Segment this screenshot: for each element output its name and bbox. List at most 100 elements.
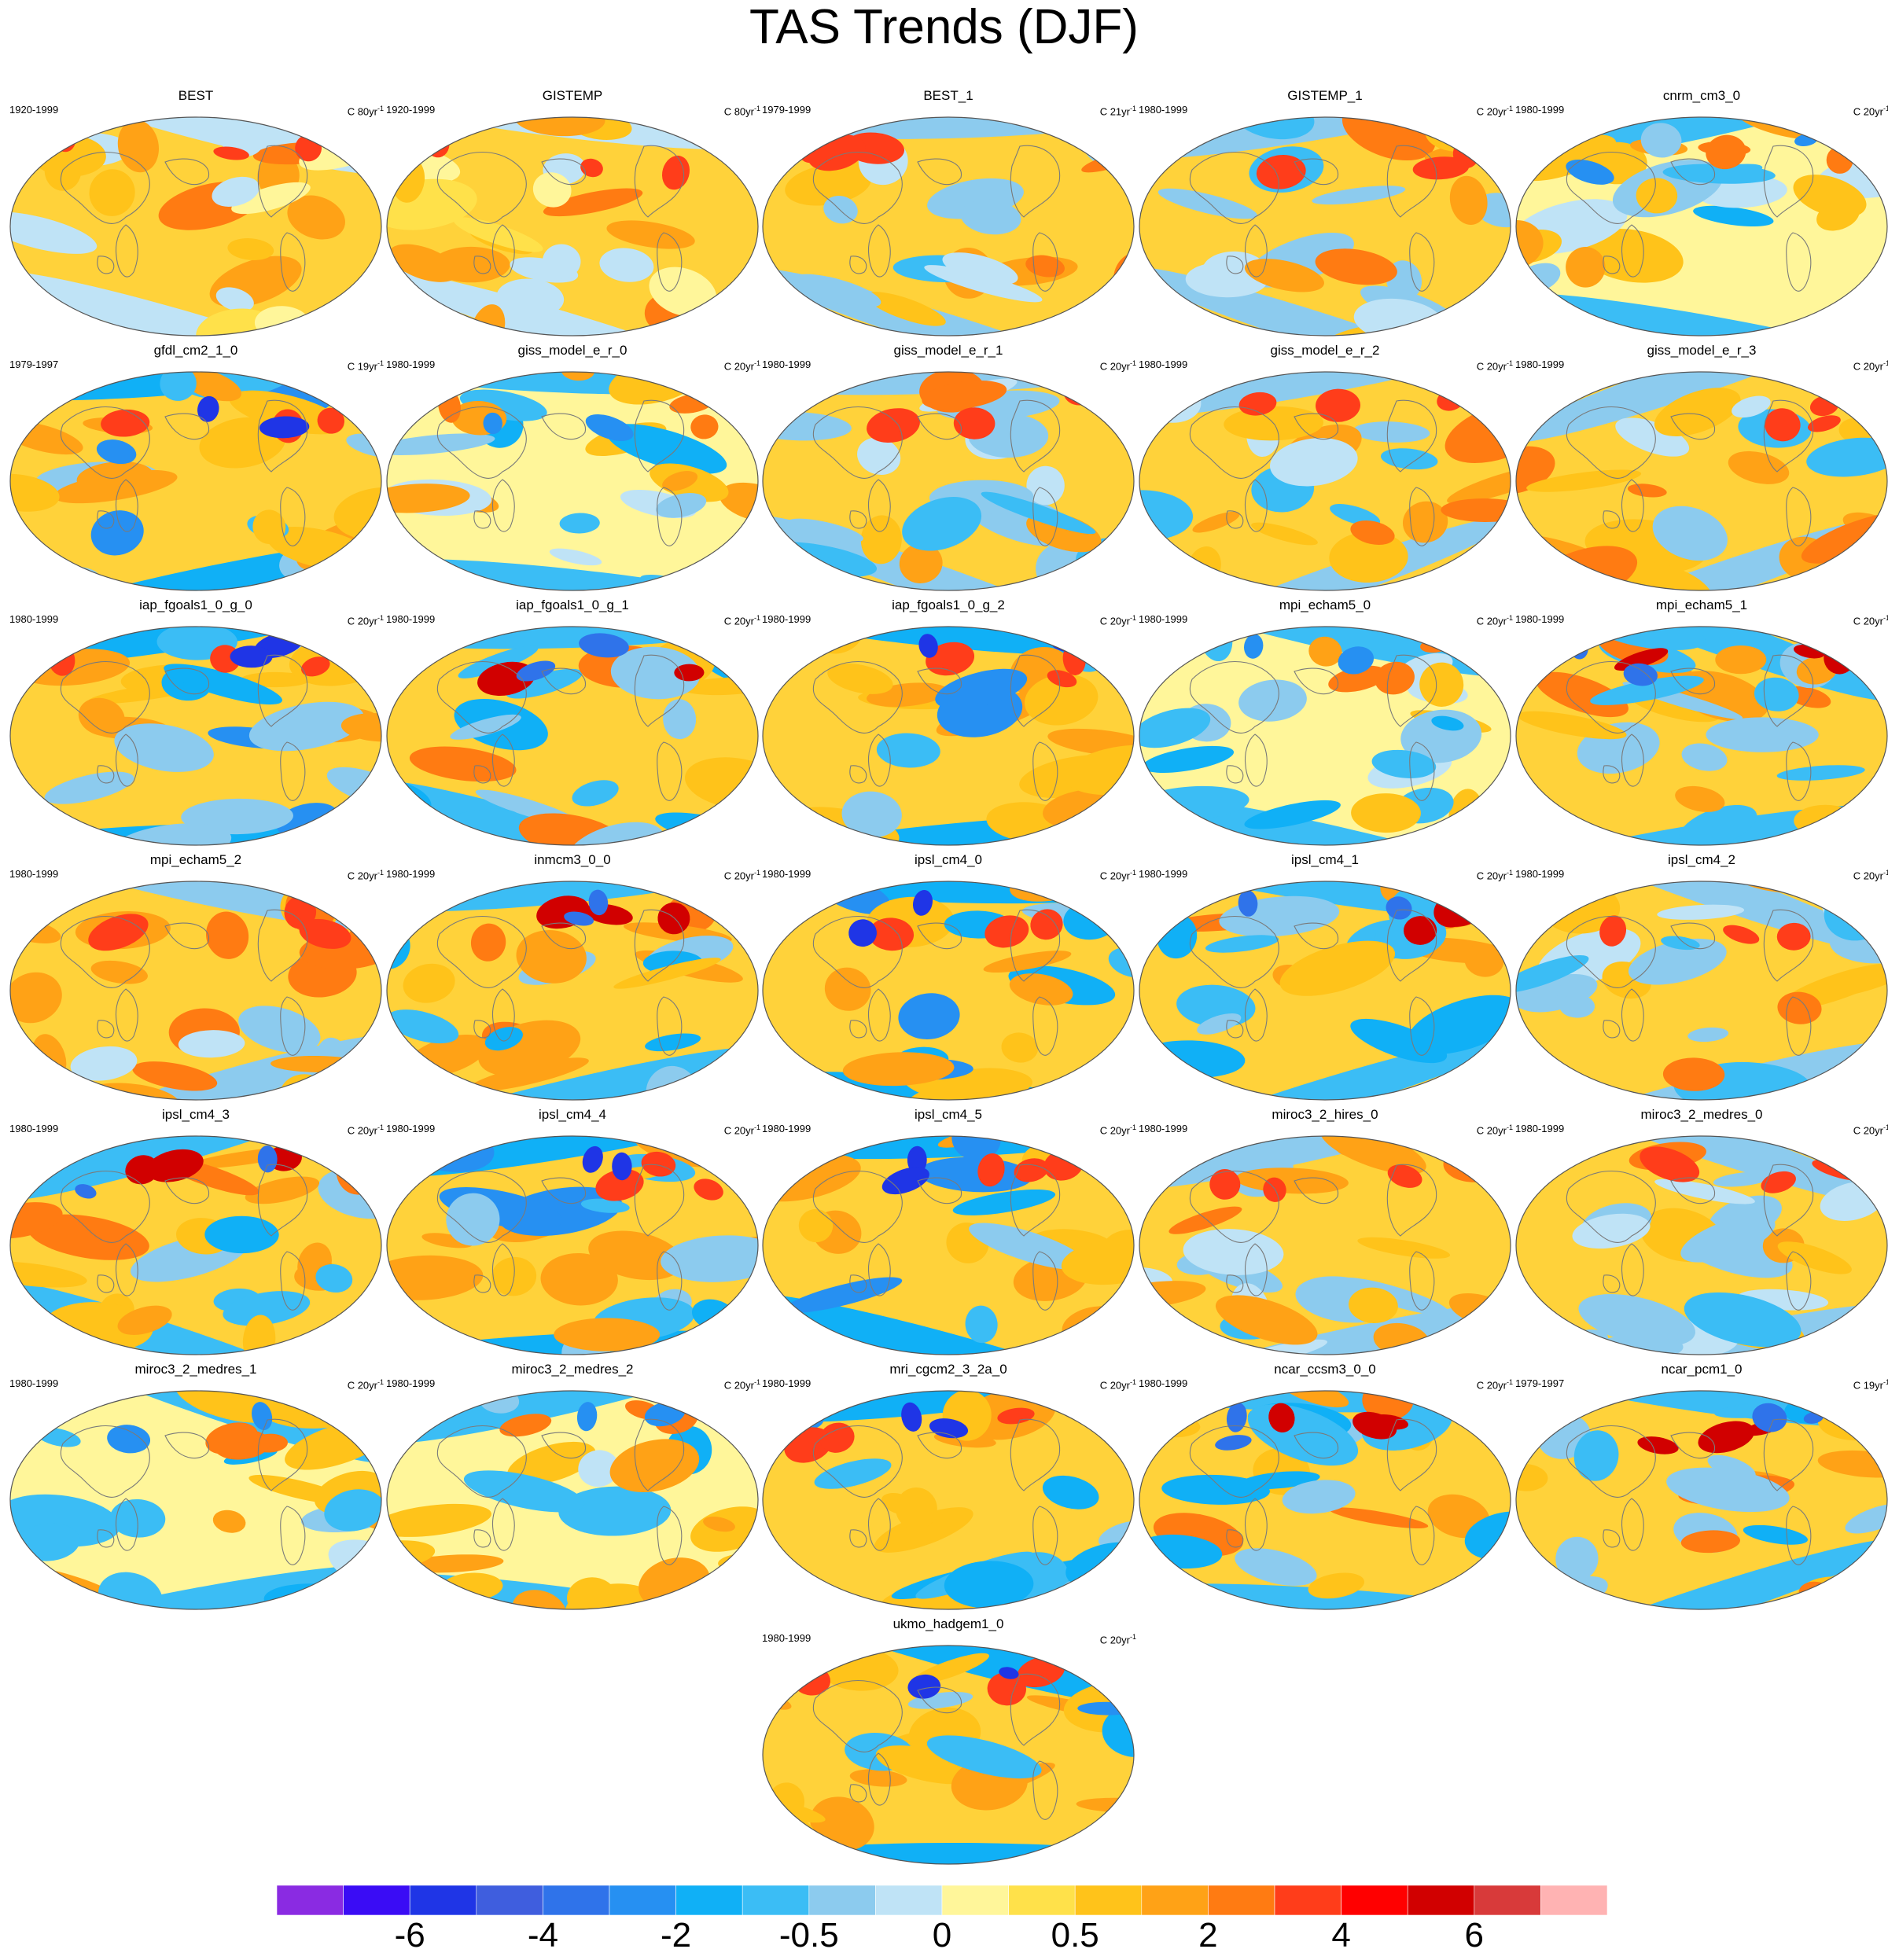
- field-blob: [1205, 935, 1279, 953]
- panel-units: C 20yr-1: [1853, 866, 1888, 882]
- coastline: [812, 660, 903, 734]
- field-blob: [414, 321, 458, 336]
- field-blob: [1817, 1450, 1887, 1478]
- coastline: [812, 1679, 903, 1752]
- panel-units: C 19yr-1: [348, 357, 384, 373]
- field-blob: [1776, 922, 1811, 951]
- field-blob: [409, 746, 517, 782]
- panel-units-text: C 20yr: [1476, 1124, 1507, 1137]
- coastline: [164, 413, 210, 440]
- field-blob: [1679, 804, 1757, 845]
- coastline: [1386, 399, 1437, 473]
- coastline: [115, 1498, 138, 1551]
- world-map: [9, 371, 382, 591]
- panel-years: 1980-1999: [1139, 1123, 1188, 1134]
- field-blob: [1715, 645, 1767, 675]
- colorbar-label: 6: [1464, 1916, 1485, 1954]
- colorbar-box: [1540, 1885, 1607, 1915]
- field-blob: [1516, 1463, 1548, 1491]
- field-blob: [1067, 1334, 1118, 1355]
- coastline: [97, 256, 115, 274]
- coastline: [1386, 909, 1437, 982]
- field-blob: [387, 881, 423, 910]
- coastline: [1032, 1506, 1058, 1565]
- colorbar-box: [1407, 1885, 1475, 1915]
- panel-title: mri_cgcm2_3_2a_0: [889, 1362, 1007, 1377]
- panel-title: giss_model_e_r_2: [1270, 343, 1380, 358]
- panel-units-exponent: -1: [1129, 359, 1136, 367]
- field-blob: [929, 1418, 969, 1439]
- coastline: [60, 660, 150, 734]
- field-blob: [259, 416, 310, 439]
- field-blob: [1308, 636, 1342, 667]
- field-blob: [907, 1674, 941, 1699]
- map-panel: miroc3_2_medres_1 1980-1999 C 20yr-1: [8, 1362, 384, 1612]
- coastline: [541, 667, 587, 695]
- panel-units-text: C 20yr: [1853, 105, 1883, 118]
- field-blob: [1353, 421, 1430, 443]
- panel-units-exponent: -1: [377, 614, 384, 622]
- field-blob: [1244, 800, 1341, 829]
- field-blob: [101, 409, 150, 437]
- field-blob: [661, 155, 690, 190]
- coastline: [812, 1170, 903, 1243]
- coastline: [1010, 399, 1061, 473]
- field-blob: [1357, 1237, 1451, 1259]
- panel-units: C 20yr-1: [1853, 102, 1888, 118]
- field-blob: [212, 176, 259, 207]
- field-blob: [1728, 450, 1790, 484]
- panel-units-exponent: -1: [377, 105, 384, 112]
- field-blob: [1761, 1171, 1796, 1193]
- panel-units: C 20yr-1: [1477, 102, 1513, 118]
- field-blob: [446, 1193, 500, 1246]
- field-blob: [1139, 1034, 1511, 1100]
- panel-units-text: C 21yr: [1099, 105, 1130, 118]
- field-blob: [70, 1046, 138, 1081]
- coastline: [473, 256, 491, 274]
- panel-years: 1979-1999: [762, 104, 812, 116]
- field-blob: [1025, 255, 1065, 278]
- field-blob: [10, 473, 60, 512]
- panel-units: C 20yr-1: [348, 866, 384, 882]
- panel-units-exponent: -1: [1506, 105, 1513, 112]
- panel-title: ipsl_cm4_2: [1668, 852, 1735, 867]
- panel-units: C 20yr-1: [724, 1121, 760, 1137]
- map-border: [1139, 116, 1511, 336]
- field-blob: [1329, 531, 1408, 583]
- field-blob: [1517, 711, 1627, 740]
- coastline: [634, 909, 685, 982]
- field-blob: [1244, 634, 1264, 659]
- world-map: [1515, 626, 1888, 846]
- field-blob: [252, 1402, 273, 1431]
- field-blob: [1516, 292, 1887, 336]
- field-blob: [876, 733, 940, 768]
- field-blob: [1330, 503, 1381, 527]
- coastline: [1244, 734, 1268, 787]
- panel-years: 1980-1999: [386, 359, 436, 370]
- field-blob: [610, 646, 701, 700]
- panel-units: C 20yr-1: [1477, 357, 1513, 373]
- field-blob: [1064, 745, 1134, 796]
- coastline: [473, 765, 491, 784]
- field-blob: [987, 1671, 1026, 1706]
- field-blob: [657, 902, 690, 935]
- field-blob: [1139, 117, 1511, 159]
- field-blob: [960, 199, 1021, 235]
- coastline: [657, 1506, 683, 1565]
- field-blob: [1535, 671, 1629, 718]
- field-blob: [1139, 515, 1511, 590]
- field-blob: [1614, 648, 1669, 671]
- field-blob: [387, 1391, 758, 1444]
- panel-years: 1920-1999: [9, 104, 59, 116]
- map-panel: miroc3_2_hires_0 1980-1999 C 20yr-1: [1137, 1107, 1513, 1357]
- coastline: [1032, 996, 1058, 1056]
- coastline: [867, 1498, 891, 1551]
- panel-units-exponent: -1: [377, 869, 384, 877]
- field-blob: [1259, 690, 1303, 715]
- coastline: [541, 922, 587, 950]
- panel-units-exponent: -1: [1129, 869, 1136, 877]
- panel-units-text: C 20yr: [1099, 1634, 1130, 1646]
- world-map: [1139, 1390, 1511, 1610]
- panel-units-exponent: -1: [1882, 1123, 1888, 1131]
- panel-units-text: C 20yr: [347, 1124, 377, 1137]
